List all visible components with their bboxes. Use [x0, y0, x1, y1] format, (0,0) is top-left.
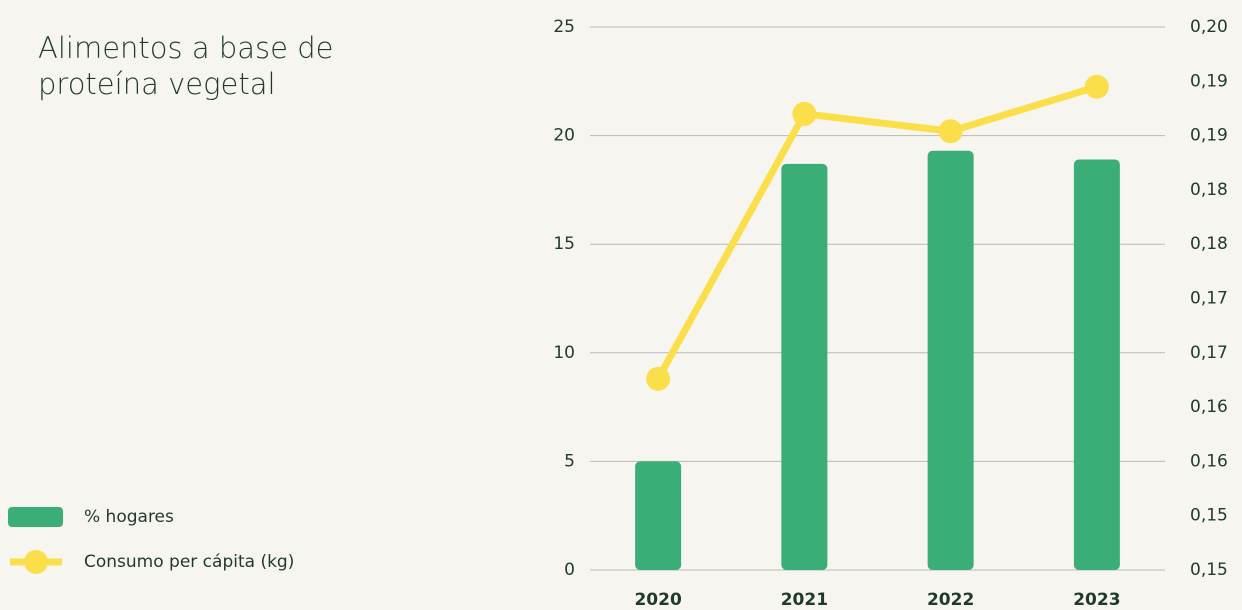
- y2-tick-label: 0,16: [1190, 397, 1228, 417]
- y2-tick-label: 0,15: [1190, 560, 1228, 580]
- bar: [927, 150, 974, 570]
- chart-title: Alimentos a base de proteína vegetal: [38, 31, 334, 101]
- y2-tick-label: 0,17: [1190, 343, 1228, 363]
- y-tick-label: 25: [553, 17, 575, 37]
- y2-tick-label: 0,19: [1190, 126, 1228, 146]
- y2-tick-label: 0,16: [1190, 451, 1228, 471]
- legend-swatch: [8, 507, 63, 527]
- x-tick-label: 2023: [1073, 590, 1120, 610]
- point: [792, 101, 817, 126]
- y-tick-label: 10: [553, 343, 575, 363]
- y-tick-label: 0: [564, 560, 575, 580]
- point: [1084, 74, 1109, 99]
- legend-swatch: [24, 550, 48, 574]
- y2-tick-label: 0,18: [1190, 180, 1228, 200]
- point: [646, 366, 671, 391]
- y2-tick-label: 0,15: [1190, 506, 1228, 526]
- y2-tick-label: 0,20: [1190, 17, 1228, 37]
- bar: [1073, 159, 1120, 570]
- y2-tick-label: 0,19: [1190, 71, 1228, 91]
- y-tick-label: 20: [553, 126, 575, 146]
- legend-label: Consumo per cápita (kg): [84, 552, 294, 572]
- y2-tick-label: 0,17: [1190, 289, 1228, 309]
- x-tick-label: 2020: [634, 590, 681, 610]
- x-tick-label: 2022: [927, 590, 974, 610]
- x-tick-label: 2021: [781, 590, 828, 610]
- legend-label: % hogares: [84, 507, 174, 527]
- y-tick-label: 15: [553, 234, 575, 254]
- y-tick-label: 5: [564, 451, 575, 471]
- point: [938, 119, 963, 144]
- bar: [635, 461, 682, 570]
- bar: [781, 163, 828, 570]
- y2-tick-label: 0,18: [1190, 234, 1228, 254]
- line: [655, 83, 1098, 381]
